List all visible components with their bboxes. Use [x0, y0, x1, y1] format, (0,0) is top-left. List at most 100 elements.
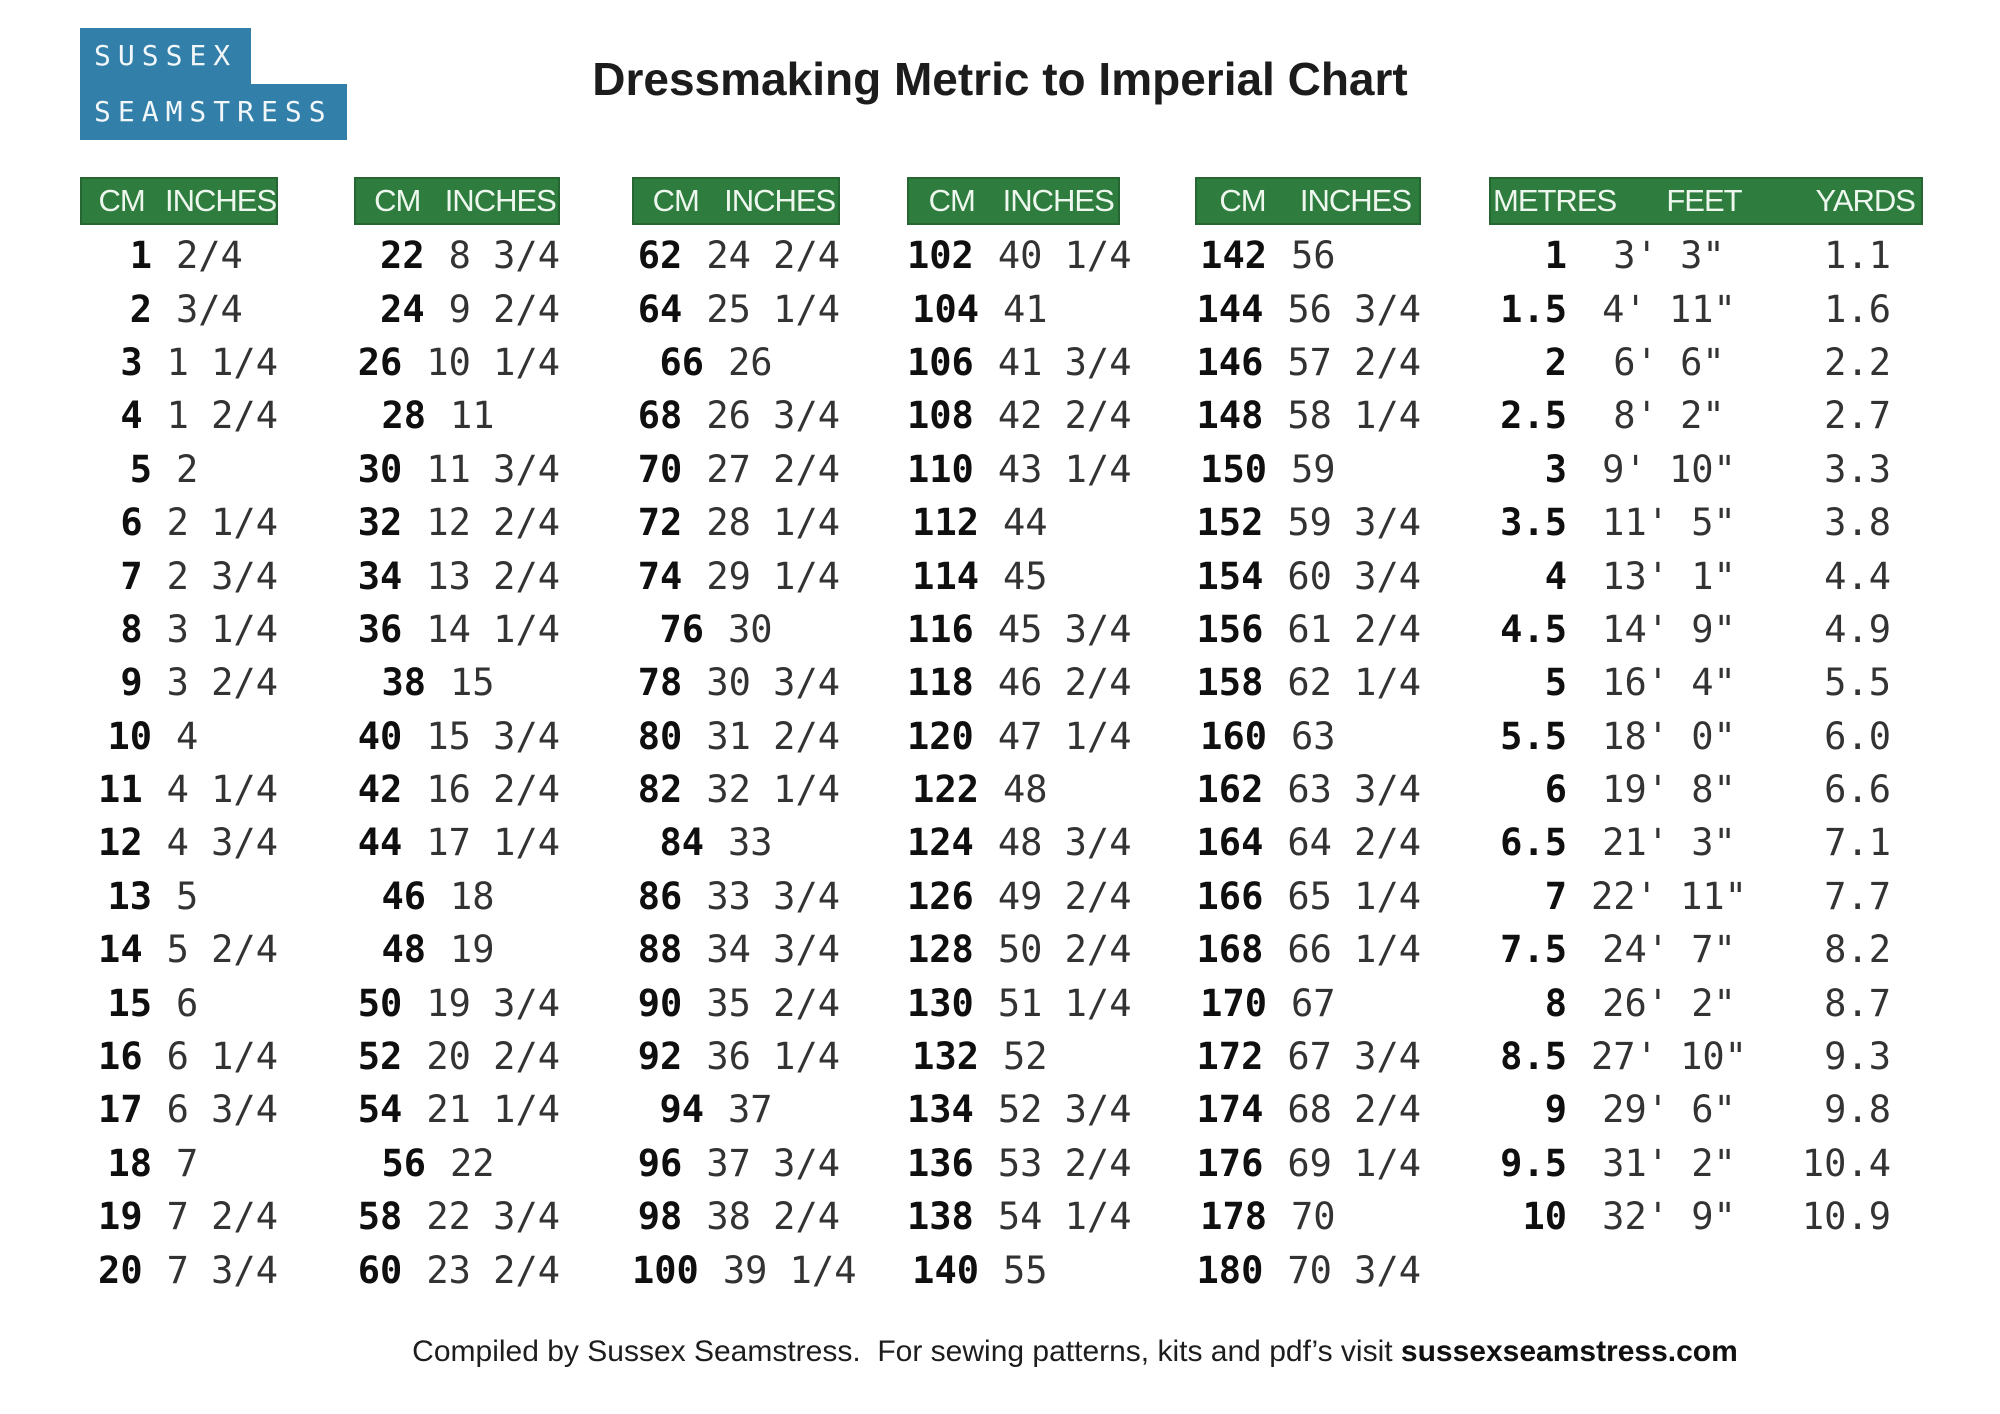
cell-cm: 174	[1196, 1088, 1264, 1132]
cell-cm: 1	[129, 234, 152, 278]
cell-cm: 7	[120, 554, 143, 598]
table-row: 3.5 11' 5" 3.8	[1489, 496, 1923, 549]
cell-inches: 19 3/4	[426, 981, 560, 1025]
cell-feet: 31' 2"	[1602, 1141, 1736, 1185]
cell-inches: 40 1/4	[997, 234, 1132, 278]
cell-feet: 19' 8"	[1602, 768, 1736, 812]
table-row: 36 14 1/4	[354, 603, 560, 656]
cell-inches: 27 2/4	[706, 447, 840, 491]
cm-inches-table-5: CM INCHES 142 56 144 56 3/4 146 57 2/4 148 58 1/4…	[1195, 177, 1421, 1297]
cell-yards: 2.2	[1824, 340, 1891, 384]
cell-feet: 13' 1"	[1602, 554, 1736, 598]
table-row: 48 19	[354, 923, 560, 976]
page-title: Dressmaking Metric to Imperial Chart	[592, 53, 1408, 105]
cell-cm: 15	[107, 981, 152, 1025]
table-row: 80 31 2/4	[632, 710, 840, 763]
cell-inches: 31 2/4	[706, 714, 840, 758]
cell-feet: 4' 11"	[1602, 287, 1736, 331]
table-row: 54 21 1/4	[354, 1083, 560, 1136]
cell-cm: 46	[381, 874, 426, 918]
cell-inches: 58 1/4	[1287, 394, 1421, 438]
cell-yards: 9.8	[1824, 1088, 1891, 1132]
cell-cm: 8	[120, 607, 143, 651]
table-row: 7 22' 11" 7.7	[1489, 870, 1923, 923]
cell-inches: 18	[450, 874, 495, 918]
cell-yards: 9.3	[1824, 1035, 1891, 1079]
cell-cm: 176	[1196, 1141, 1264, 1185]
cell-cm: 14	[98, 928, 143, 972]
table-row: 114 45	[907, 549, 1120, 602]
cell-cm: 172	[1196, 1035, 1264, 1079]
column-header-inches: INCHES	[1299, 183, 1412, 218]
cell-cm: 100	[632, 1248, 699, 1292]
cell-cm: 82	[637, 768, 683, 812]
table-row: 130 51 1/4	[907, 976, 1131, 1029]
cell-inches: 21 1/4	[426, 1088, 560, 1132]
cell-inches: 12 2/4	[426, 501, 560, 545]
cell-inches: 3/4	[176, 287, 243, 331]
table-row: 52 20 2/4	[354, 1030, 560, 1083]
table-row: 7.5 24' 7" 8.2	[1489, 923, 1923, 976]
table-row: 24 9 2/4	[354, 282, 560, 335]
cell-inches: 2 3/4	[166, 554, 278, 598]
cell-inches: 47 1/4	[997, 714, 1132, 758]
cell-cm: 62	[637, 234, 683, 278]
table-body: 102 40 1/4 104 41 106 41 3/4 108 42 2/4 110 43 1/…	[907, 225, 1131, 1297]
cell-inches: 63 3/4	[1287, 768, 1421, 812]
cell-inches: 69 1/4	[1287, 1141, 1421, 1185]
footer-text: Compiled by Sussex Seamstress. For sewin…	[412, 1335, 1401, 1368]
table-row: 66 26	[632, 336, 840, 389]
cell-inches: 64 2/4	[1287, 821, 1421, 865]
table-row: 8 26' 2" 8.7	[1489, 976, 1923, 1029]
cell-feet: 9' 10"	[1602, 447, 1736, 491]
column-header-inches: INCHES	[165, 183, 277, 218]
cell-inches: 10 1/4	[426, 340, 560, 384]
table-row: 162 63 3/4	[1195, 763, 1421, 816]
cell-cm: 86	[637, 874, 683, 918]
table-row: 144 56 3/4	[1195, 282, 1421, 335]
table-row: 170 67	[1195, 976, 1421, 1029]
cell-inches: 39 1/4	[722, 1248, 857, 1292]
cell-metres: 5	[1544, 661, 1567, 705]
cell-inches: 48	[1003, 768, 1048, 812]
cell-cm: 178	[1200, 1195, 1267, 1239]
cell-cm: 156	[1196, 607, 1264, 651]
table-row: 82 32 1/4	[632, 763, 840, 816]
table-body: 62 24 2/4 64 25 1/4 66 26 68 26 3/4 70 27 2/4 72 28…	[632, 225, 856, 1297]
cell-inches: 63	[1291, 714, 1336, 758]
cell-inches: 20 2/4	[426, 1035, 560, 1079]
cell-metres: 8.5	[1500, 1035, 1567, 1079]
table-header: METRES FEET YARDS	[1489, 177, 1923, 225]
table-row: 68 26 3/4	[632, 389, 840, 442]
cell-cm: 26	[357, 340, 403, 384]
table-row: 46 18	[354, 870, 560, 923]
cell-cm: 5	[129, 447, 152, 491]
table-row: 14 5 2/4	[80, 923, 278, 976]
cell-inches: 68 2/4	[1287, 1088, 1421, 1132]
cell-yards: 6.6	[1824, 768, 1891, 812]
cell-yards: 10.9	[1801, 1195, 1891, 1239]
cell-inches: 65 1/4	[1287, 874, 1421, 918]
cell-cm: 88	[637, 928, 683, 972]
table-row: 122 48	[907, 763, 1120, 816]
cell-cm: 60	[357, 1248, 403, 1292]
table-row: 178 70	[1195, 1190, 1421, 1243]
cell-cm: 16	[98, 1035, 143, 1079]
table-row: 20 7 3/4	[80, 1243, 278, 1296]
table-row: 96 37 3/4	[632, 1137, 840, 1190]
cell-cm: 22	[380, 234, 425, 278]
table-row: 42 16 2/4	[354, 763, 560, 816]
cell-cm: 54	[357, 1088, 403, 1132]
cell-inches: 13 2/4	[426, 554, 560, 598]
table-row: 76 30	[632, 603, 840, 656]
table-row: 108 42 2/4	[907, 389, 1131, 442]
cell-inches: 42 2/4	[997, 394, 1132, 438]
table-row: 128 50 2/4	[907, 923, 1131, 976]
table-row: 3 1 1/4	[80, 336, 278, 389]
table-row: 146 57 2/4	[1195, 336, 1421, 389]
cell-yards: 6.0	[1824, 714, 1891, 758]
cell-cm: 68	[637, 394, 683, 438]
cell-feet: 14' 9"	[1602, 607, 1736, 651]
